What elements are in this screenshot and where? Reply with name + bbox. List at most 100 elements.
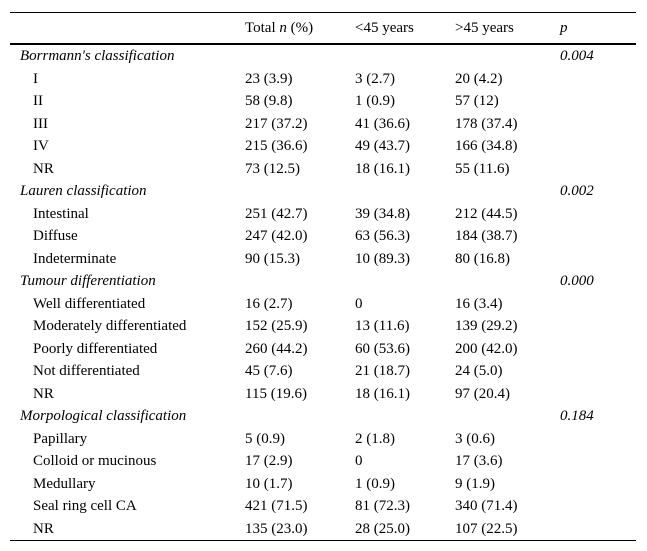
table-row: Moderately differentiated 152 (25.9) 13 (1… <box>10 315 636 338</box>
under45-cell: 28 (25.0) <box>355 520 410 537</box>
row-label: Diffuse <box>33 228 78 244</box>
col-header-total-post: (%) <box>286 19 314 36</box>
total-cell: 17 (2.9) <box>245 453 293 469</box>
col-header-total-pre: Total <box>245 19 280 36</box>
over45-cell: 166 (34.8) <box>455 138 518 154</box>
p-cell <box>560 135 636 158</box>
table-row: IV 215 (36.6) 49 (43.7) 166 (34.8) <box>10 135 636 158</box>
over45-cell: 178 (37.4) <box>455 115 518 132</box>
total-cell: 45 (7.6) <box>245 363 293 379</box>
col-header-under45: <45 years <box>355 19 414 36</box>
empty-cell <box>455 270 560 293</box>
total-cell: 251 (42.7) <box>245 205 308 222</box>
p-cell <box>560 293 636 316</box>
row-label: IV <box>33 138 49 154</box>
table-row: I 23 (3.9) 3 (2.7) 20 (4.2) <box>10 68 636 91</box>
row-label: Intestinal <box>33 205 89 222</box>
p-cell <box>560 158 636 181</box>
row-label: Papillary <box>33 430 88 447</box>
table-row: III 217 (37.2) 41 (36.6) 178 (37.4) <box>10 113 636 136</box>
empty-cell <box>245 405 355 428</box>
p-cell <box>560 90 636 113</box>
row-label: I <box>33 70 38 87</box>
p-cell <box>560 495 636 518</box>
row-label: Medullary <box>33 475 96 492</box>
section-label: Morpological classification <box>20 408 187 424</box>
under45-cell: 41 (36.6) <box>355 115 410 132</box>
empty-cell <box>355 270 455 293</box>
table-row: NR 115 (19.6) 18 (16.1) 97 (20.4) <box>10 383 636 406</box>
p-cell <box>560 338 636 361</box>
under45-cell: 39 (34.8) <box>355 205 410 222</box>
row-label: II <box>33 93 43 109</box>
under45-cell: 0 <box>355 295 363 312</box>
table-row: Seal ring cell CA 421 (71.5) 81 (72.3) 340 … <box>10 495 636 518</box>
table-row: Poorly differentiated 260 (44.2) 60 (53.6)… <box>10 338 636 361</box>
under45-cell: 18 (16.1) <box>355 160 410 177</box>
empty-cell <box>355 405 455 428</box>
under45-cell: 49 (43.7) <box>355 138 410 154</box>
over45-cell: 17 (3.6) <box>455 453 503 469</box>
under45-cell: 81 (72.3) <box>355 498 410 514</box>
over45-cell: 139 (29.2) <box>455 318 518 334</box>
p-cell <box>560 450 636 473</box>
under45-cell: 1 (0.9) <box>355 475 395 492</box>
total-cell: 260 (44.2) <box>245 340 308 357</box>
under45-cell: 10 (89.3) <box>355 250 410 267</box>
total-cell: 115 (19.6) <box>245 385 307 402</box>
over45-cell: 97 (20.4) <box>455 385 510 402</box>
table-row: NR 73 (12.5) 18 (16.1) 55 (11.6) <box>10 158 636 181</box>
p-cell <box>560 248 636 271</box>
row-label: III <box>33 115 48 132</box>
p-cell <box>560 383 636 406</box>
p-value: 0.004 <box>560 48 594 64</box>
header-row: Total n (%) <45 years >45 years p <box>10 12 636 45</box>
p-cell <box>560 113 636 136</box>
table-row: Diffuse 247 (42.0) 63 (56.3) 184 (38.7) <box>10 225 636 248</box>
row-label: NR <box>33 520 54 537</box>
over45-cell: 20 (4.2) <box>455 70 503 87</box>
p-cell <box>560 518 636 541</box>
over45-cell: 80 (16.8) <box>455 250 510 267</box>
col-header-empty <box>10 13 245 45</box>
total-cell: 58 (9.8) <box>245 93 293 109</box>
under45-cell: 63 (56.3) <box>355 228 410 244</box>
empty-cell <box>355 180 455 203</box>
total-cell: 90 (15.3) <box>245 250 300 267</box>
col-header-over45: >45 years <box>455 19 514 36</box>
total-cell: 152 (25.9) <box>245 318 308 334</box>
table-row: Indeterminate 90 (15.3) 10 (89.3) 80 (16.8) <box>10 248 636 271</box>
p-cell <box>560 428 636 451</box>
over45-cell: 184 (38.7) <box>455 228 518 244</box>
table-row: Well differentiated 16 (2.7) 0 16 (3.4) <box>10 293 636 316</box>
table-row: Intestinal 251 (42.7) 39 (34.8) 212 (44.5) <box>10 203 636 226</box>
section-row: Morpological classification 0.184 <box>10 405 636 428</box>
table-row: Medullary 10 (1.7) 1 (0.9) 9 (1.9) <box>10 473 636 496</box>
total-cell: 135 (23.0) <box>245 520 308 537</box>
section-row: Lauren classification 0.002 <box>10 180 636 203</box>
total-cell: 247 (42.0) <box>245 228 308 244</box>
table-body: Borrmann's classification 0.004 I 23 (3.9) 3… <box>10 44 636 541</box>
section-label: Borrmann's classification <box>20 48 175 64</box>
table-row: II 58 (9.8) 1 (0.9) 57 (12) <box>10 90 636 113</box>
row-label: NR <box>33 160 54 177</box>
p-value: 0.002 <box>560 183 594 199</box>
over45-cell: 9 (1.9) <box>455 475 495 492</box>
row-label: Colloid or mucinous <box>33 453 157 469</box>
empty-cell <box>245 44 355 68</box>
classification-table: Total n (%) <45 years >45 years p Borrma… <box>10 12 636 541</box>
under45-cell: 2 (1.8) <box>355 430 395 447</box>
row-label: NR <box>33 385 54 402</box>
over45-cell: 57 (12) <box>455 93 499 109</box>
table-row: Papillary 5 (0.9) 2 (1.8) 3 (0.6) <box>10 428 636 451</box>
col-header-total: Total n (%) <box>245 13 355 45</box>
p-cell <box>560 68 636 91</box>
over45-cell: 3 (0.6) <box>455 430 495 447</box>
row-label: Indeterminate <box>33 250 117 267</box>
section-row: Borrmann's classification 0.004 <box>10 44 636 68</box>
over45-cell: 200 (42.0) <box>455 340 518 357</box>
over45-cell: 16 (3.4) <box>455 295 503 312</box>
total-cell: 217 (37.2) <box>245 115 308 132</box>
under45-cell: 1 (0.9) <box>355 93 395 109</box>
